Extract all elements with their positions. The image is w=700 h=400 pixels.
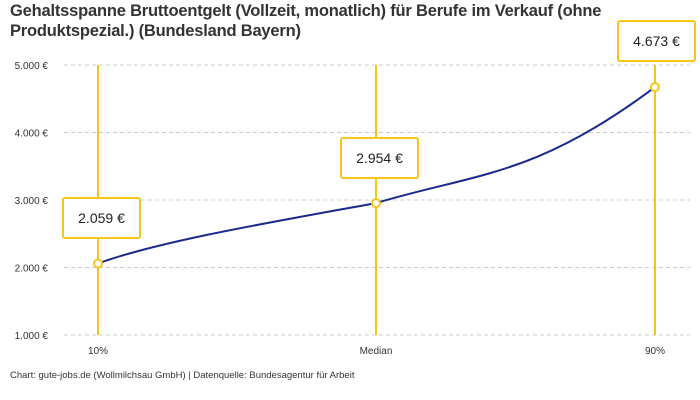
data-point — [93, 258, 103, 269]
data-label: 2.059 € — [78, 210, 125, 226]
x-tick-label: Median — [360, 346, 393, 357]
chart-title: Gehaltsspanne Bruttoentgelt (Vollzeit, m… — [10, 2, 602, 40]
y-tick-label: 1.000 € — [15, 331, 49, 342]
data-label-box — [62, 197, 141, 239]
y-tick-label: 3.000 € — [15, 196, 49, 207]
x-tick-label: 90% — [645, 346, 665, 357]
data-label: 2.954 € — [356, 150, 403, 166]
y-tick-label: 4.000 € — [15, 129, 49, 140]
data-point — [371, 198, 381, 209]
data-label-box — [617, 20, 696, 62]
x-tick-label: 10% — [88, 346, 108, 357]
chart-footer: Chart: gute-jobs.de (Wollmilchsau GmbH) … — [10, 370, 355, 381]
y-tick-label: 5.000 € — [15, 61, 49, 72]
data-label-box — [340, 137, 419, 179]
data-point — [650, 82, 660, 93]
data-label: 4.673 € — [633, 33, 680, 49]
y-tick-label: 2.000 € — [15, 264, 49, 275]
